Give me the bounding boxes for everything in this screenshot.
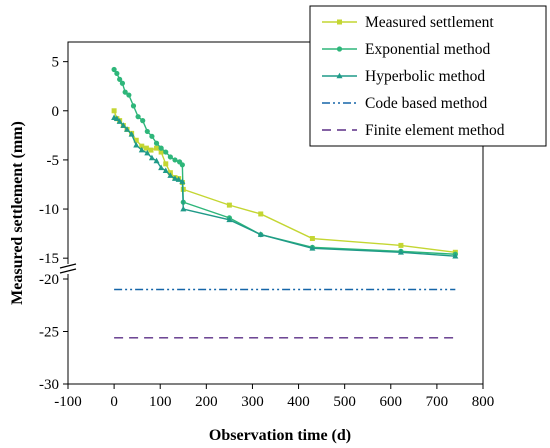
- hyperbolic-method-marker: [171, 175, 178, 181]
- exponential-method-marker: [158, 145, 164, 151]
- legend-swatch-marker: [336, 72, 343, 79]
- y-tick-label: -30: [39, 377, 59, 393]
- exponential-method-marker: [179, 162, 185, 168]
- exponential-method-marker: [135, 114, 141, 120]
- exponential-method-marker: [167, 154, 173, 160]
- y-tick-label: -15: [39, 251, 59, 267]
- x-tick-label: 500: [333, 394, 356, 410]
- legend-label: Finite element method: [365, 122, 505, 139]
- hyperbolic-method-marker: [158, 164, 165, 171]
- hyperbolic-method-marker: [144, 149, 151, 156]
- y-tick-label: 0: [52, 104, 60, 120]
- hyperbolic-method-marker: [133, 141, 140, 148]
- x-tick-label: -100: [54, 394, 82, 410]
- exponential-method-marker: [149, 133, 155, 139]
- exponential-method-marker: [140, 118, 146, 124]
- x-tick-label: 300: [241, 394, 264, 410]
- legend: Measured settlement Exponential method Hyp…: [309, 5, 547, 147]
- measured-settlement-marker: [139, 143, 145, 149]
- legend-swatch-marker: [337, 19, 342, 25]
- x-tick-label: 100: [149, 394, 172, 410]
- hyperbolic-method-marker: [397, 248, 404, 255]
- hyperbolic-method-marker: [124, 126, 131, 132]
- hyperbolic-method-marker: [128, 131, 135, 137]
- measured-settlement-marker: [133, 137, 139, 143]
- ticks-layer: -100 0 100 200 300 400 500 600 700 800 5 0 -5 -10 -15 -…: [39, 55, 494, 410]
- measured-settlement-marker: [163, 161, 169, 167]
- legend-label: Measured settlement: [365, 14, 494, 31]
- y-tick-label: -10: [39, 202, 59, 218]
- legend-item-hyperbolic-method: Hyperbolic method: [322, 68, 485, 85]
- hyperbolic-method-marker: [120, 122, 127, 128]
- legend-label: Code based method: [365, 95, 488, 112]
- hyperbolic-method-marker: [179, 178, 186, 184]
- measured-settlement-marker: [258, 211, 264, 217]
- x-tick-label: 0: [110, 394, 118, 410]
- hyperbolic-method-marker: [162, 167, 169, 174]
- hyperbolic-method-marker: [309, 245, 316, 251]
- legend-item-exponential-method: Exponential method: [322, 41, 491, 58]
- exponential-method-marker: [117, 76, 123, 82]
- y-tick-label: -5: [47, 153, 60, 169]
- measured-settlement-marker: [148, 147, 154, 153]
- legend-item-measured-settlement: Measured settlement: [322, 14, 494, 31]
- exponential-method-marker: [144, 128, 150, 135]
- exponential-method-marker: [163, 149, 169, 155]
- hyperbolic-method-marker: [138, 146, 145, 153]
- legend-label: Exponential method: [365, 41, 491, 58]
- hyperbolic-method-series: [111, 114, 459, 259]
- hyperbolic-method-marker: [116, 118, 123, 124]
- plot-frame: [67, 41, 484, 385]
- measured-settlement-marker: [158, 149, 164, 155]
- exponential-method-marker: [153, 140, 160, 146]
- hyperbolic-method-marker: [175, 176, 182, 182]
- legend-label: Hyperbolic method: [365, 68, 485, 85]
- measured-settlement-marker: [226, 202, 232, 208]
- hyperbolic-method-marker: [257, 231, 264, 237]
- measured-settlement-marker: [143, 145, 149, 151]
- exponential-method-marker: [111, 66, 117, 73]
- x-tick-label: 700: [426, 394, 449, 410]
- x-tick-label: 800: [472, 394, 495, 410]
- hyperbolic-method-marker: [226, 216, 233, 223]
- hyperbolic-method-marker: [167, 172, 174, 178]
- exponential-method-marker: [172, 157, 178, 163]
- measured-settlement-marker: [154, 145, 160, 151]
- hyperbolic-method-marker: [148, 154, 155, 161]
- y-axis-title: Measured settlement (mm): [9, 121, 26, 305]
- legend-item-finite-element-method: Finite element method: [322, 122, 505, 139]
- hyperbolic-method-marker: [113, 115, 120, 121]
- x-tick-label: 400: [287, 394, 310, 410]
- measured-settlement-marker: [111, 108, 117, 114]
- exponential-method-marker: [130, 103, 137, 109]
- exponential-method-marker: [114, 70, 120, 77]
- exponential-method-marker: [119, 80, 126, 86]
- hyperbolic-method-marker: [153, 157, 160, 164]
- y-axis-break: [59, 263, 77, 274]
- hyperbolic-method-marker: [180, 205, 187, 212]
- exponential-method-marker: [126, 92, 132, 98]
- x-tick-label: 200: [195, 394, 218, 410]
- y-tick-label: 5: [52, 55, 60, 71]
- y-tick-label: -25: [39, 325, 59, 341]
- series-layer: [111, 66, 459, 339]
- x-axis-title: Observation time (d): [209, 427, 351, 444]
- legend-item-code-based-method: Code based method: [322, 95, 488, 112]
- x-tick-label: 600: [380, 394, 403, 410]
- measured-settlement-marker: [309, 236, 315, 242]
- legend-swatch-marker: [336, 46, 343, 52]
- measured-settlement-marker: [398, 242, 404, 248]
- hyperbolic-method-marker: [452, 252, 459, 259]
- y-tick-label: -20: [39, 272, 59, 288]
- exponential-method-marker: [122, 89, 128, 95]
